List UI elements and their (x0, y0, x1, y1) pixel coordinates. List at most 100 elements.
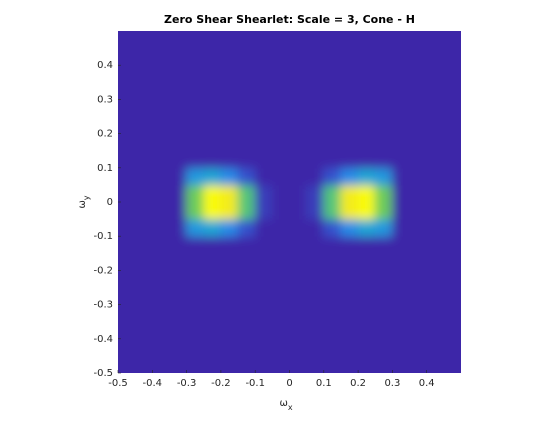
heatmap-cell (340, 31, 359, 49)
heatmap-cell (426, 47, 445, 66)
heatmap-cell (443, 64, 461, 83)
heatmap-cell (237, 201, 256, 220)
heatmap-cell (289, 252, 308, 271)
heatmap-cell (254, 47, 273, 66)
heatmap-cell (220, 64, 239, 83)
x-tick-label: -0.3 (177, 378, 197, 389)
heatmap-cell (426, 201, 445, 220)
heatmap-cell (134, 287, 153, 306)
heatmap-cell (374, 252, 393, 271)
heatmap-cell (118, 287, 136, 306)
heatmap-cell (203, 98, 222, 117)
heatmap-cell (237, 116, 256, 135)
heatmap-cell (134, 218, 153, 237)
heatmap-cell (271, 304, 290, 323)
heatmap-cell (426, 167, 445, 186)
heatmap-cell (391, 31, 411, 49)
heatmap-cell (186, 133, 205, 152)
heatmap-cell (340, 64, 359, 83)
heatmap-cell (357, 355, 376, 373)
heatmap-cell (289, 64, 308, 83)
heatmap-cell (426, 31, 445, 49)
heatmap-cell (426, 81, 445, 100)
heatmap-cell (426, 338, 445, 357)
heatmap-cell (151, 218, 170, 237)
heatmap-cell (134, 31, 153, 49)
heatmap-cell (118, 47, 136, 66)
heatmap-cell (254, 150, 273, 169)
heatmap-cell (306, 184, 325, 203)
y-tick-label: 0.1 (97, 163, 113, 174)
heatmap-cell (220, 167, 239, 186)
heatmap-cell (340, 287, 359, 306)
heatmap-cell (426, 355, 445, 373)
y-tick-label: 0 (107, 197, 113, 208)
heatmap-cell (374, 338, 393, 357)
heatmap-cell (409, 133, 428, 152)
heatmap-cell (374, 235, 393, 254)
heatmap-cell (203, 116, 222, 135)
heatmap-cell (271, 218, 290, 237)
heatmap-cell (254, 184, 273, 203)
heatmap-cell (203, 269, 222, 288)
heatmap-cell (220, 133, 239, 152)
heatmap-cell (118, 252, 136, 271)
heatmap-cell (340, 304, 359, 323)
heatmap-cell (374, 218, 393, 237)
heatmap-cell (374, 64, 393, 83)
y-axis-subscript: y (82, 195, 91, 200)
heatmap-cell (391, 304, 411, 323)
heatmap-cell (186, 218, 205, 237)
heatmap-cell (426, 269, 445, 288)
heatmap-cell (323, 47, 342, 66)
heatmap-cell (340, 133, 359, 152)
heatmap-cell (374, 116, 393, 135)
heatmap-cell (271, 338, 290, 357)
heatmap-cell (271, 150, 290, 169)
heatmap-cell (426, 218, 445, 237)
heatmap-cell (323, 321, 342, 340)
heatmap-cell (289, 338, 308, 357)
heatmap-cell (186, 98, 205, 117)
heatmap-cell (391, 235, 411, 254)
heatmap-cell (237, 47, 256, 66)
heatmap-cell (271, 47, 290, 66)
heatmap-cell (443, 304, 461, 323)
heatmap-cell (220, 98, 239, 117)
heatmap-cell (168, 81, 188, 100)
heatmap-cell (357, 201, 376, 220)
x-tick-label: -0.4 (143, 378, 163, 389)
heatmap-cell (237, 81, 256, 100)
heatmap-cell (254, 201, 273, 220)
heatmap-cell (237, 133, 256, 152)
heatmap-cell (220, 116, 239, 135)
y-axis-symbol: ω (77, 200, 88, 208)
heatmap-cell (426, 252, 445, 271)
heatmap-cell (323, 287, 342, 306)
heatmap-cell (220, 269, 239, 288)
heatmap-cell (168, 269, 188, 288)
heatmap-cell (374, 167, 393, 186)
heatmap-cell (323, 64, 342, 83)
heatmap-cell (134, 252, 153, 271)
heatmap-cell (118, 304, 136, 323)
heatmap-cell (289, 116, 308, 135)
heatmap-cell (306, 355, 325, 373)
heatmap-cell (374, 81, 393, 100)
heatmap-cell (409, 116, 428, 135)
heatmap-cell (237, 64, 256, 83)
heatmap-cell (151, 150, 170, 169)
heatmap-cell (357, 133, 376, 152)
heatmap-cell (306, 98, 325, 117)
heatmap-cell (409, 201, 428, 220)
x-tick-label: -0.2 (211, 378, 231, 389)
heatmap-cell (306, 64, 325, 83)
heatmap-cell (271, 355, 290, 373)
heatmap-cell (237, 98, 256, 117)
heatmap-cell (220, 47, 239, 66)
heatmap-cell (271, 98, 290, 117)
heatmap-cell (271, 235, 290, 254)
heatmap-cell (134, 338, 153, 357)
heatmap-cell (271, 64, 290, 83)
heatmap-cell (357, 304, 376, 323)
